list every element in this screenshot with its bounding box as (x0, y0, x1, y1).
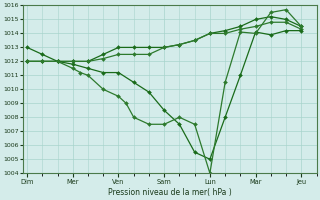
X-axis label: Pression niveau de la mer( hPa ): Pression niveau de la mer( hPa ) (108, 188, 232, 197)
